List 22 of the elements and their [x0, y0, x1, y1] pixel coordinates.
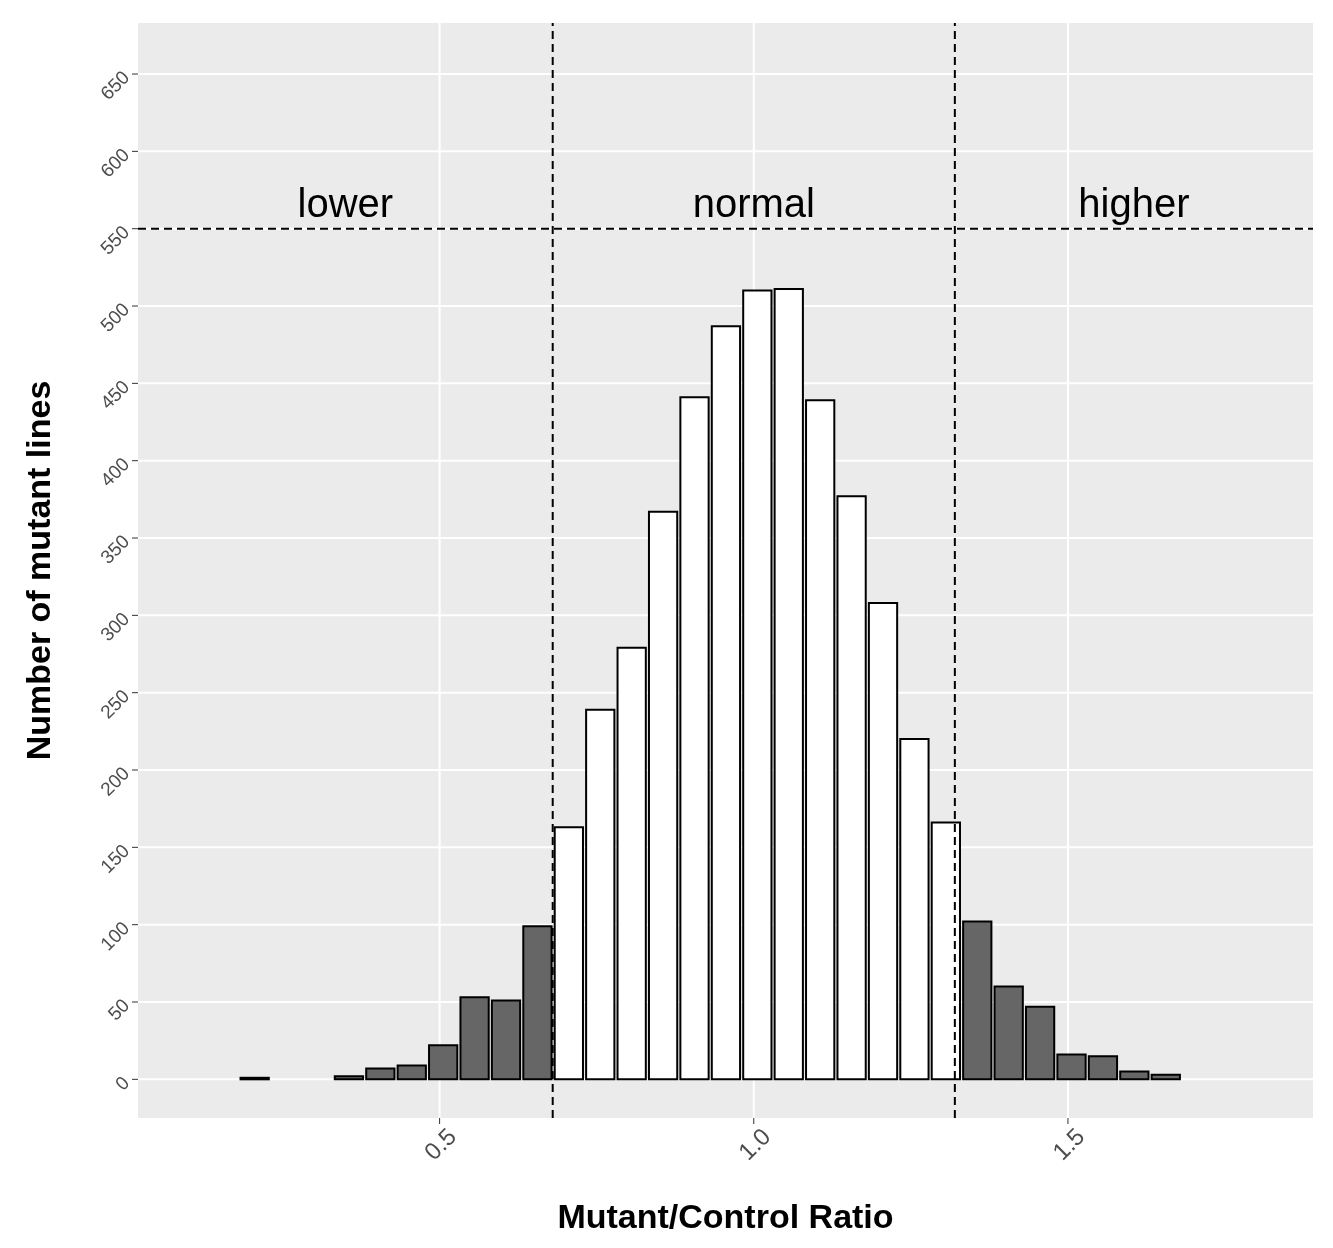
x-tick-label: 1.5 — [1046, 1122, 1090, 1166]
y-axis-title: Number of mutant lines — [19, 380, 58, 761]
x-tick-label: 0.5 — [418, 1122, 462, 1166]
y-tick-label: 300 — [96, 607, 134, 646]
y-tick-label: 200 — [96, 762, 134, 800]
annotation: lower — [297, 180, 394, 225]
y-tick-label: 500 — [96, 298, 134, 336]
y-tick-label: 400 — [96, 453, 134, 491]
x-axis-title: Mutant/Control Ratio — [557, 1197, 894, 1235]
y-tick-label: 150 — [96, 839, 134, 878]
y-tick-label: 450 — [96, 375, 134, 414]
y-tick-label: 550 — [96, 221, 134, 259]
x-tick-label: 1.0 — [732, 1122, 776, 1166]
y-tick-label: 600 — [96, 143, 134, 182]
y-tick-label: 650 — [96, 66, 134, 104]
y-tick-label: 250 — [96, 685, 134, 723]
y-tick-label: 100 — [96, 917, 134, 955]
y-tick-label: 350 — [96, 530, 134, 568]
y-tick-label: 50 — [103, 994, 134, 1025]
annotation: higher — [1078, 180, 1190, 225]
annotation: normal — [692, 180, 815, 225]
y-tick-label: 0 — [111, 1071, 134, 1095]
